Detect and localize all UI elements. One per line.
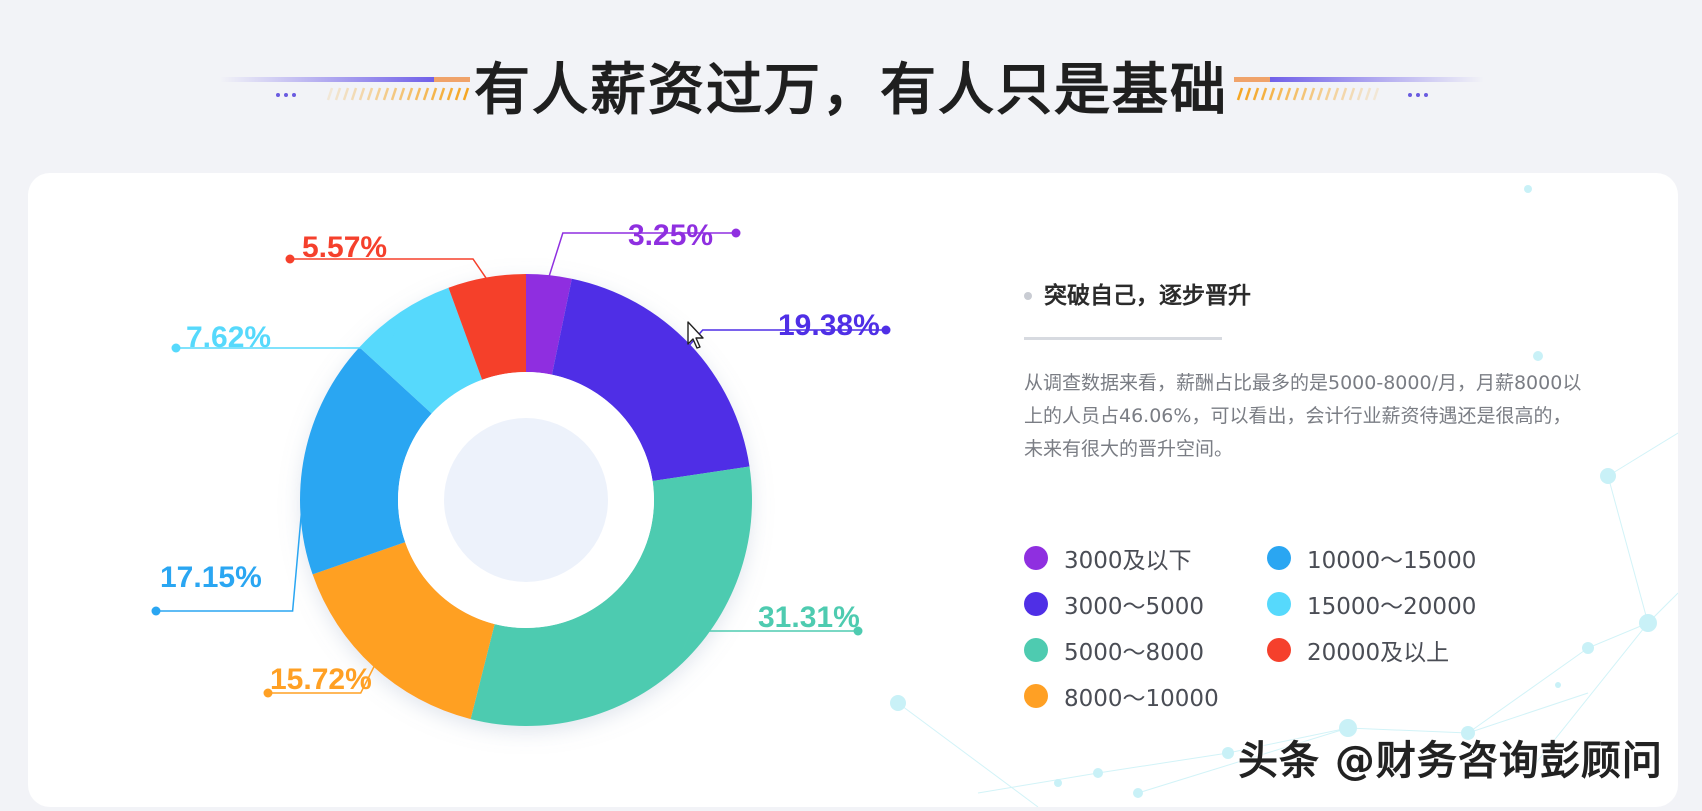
salary-donut-chart: 3.25% 19.38% 31.31% 15.72% 17.15% 7.62% 5.57% (151, 219, 891, 726)
legend-item: 3000～5000 (1024, 587, 1204, 621)
legend-item: 8000～10000 (1024, 679, 1219, 713)
leader-dot-6 (171, 343, 181, 353)
data-label-7: 5.57% (302, 231, 387, 264)
leader-line-3 (675, 630, 858, 667)
legend-swatch (1024, 638, 1048, 662)
legend-item: 20000及以上 (1267, 633, 1449, 667)
legend-swatch (1267, 638, 1291, 662)
donut-slice-5 (299, 347, 432, 575)
leader-dot-7 (285, 254, 295, 264)
data-label-1: 3.25% (628, 219, 713, 252)
heading-divider (1024, 337, 1222, 340)
network-decoration (890, 185, 1678, 807)
legend-label: 8000～10000 (1064, 686, 1219, 712)
data-label-3: 31.31% (758, 601, 860, 634)
leader-line-6 (176, 313, 403, 349)
donut-slice-2 (551, 278, 750, 482)
legend-item: 10000～15000 (1267, 541, 1476, 575)
legend-item: 5000～8000 (1024, 633, 1204, 667)
legend-label: 3000～5000 (1064, 594, 1205, 620)
legend-swatch (1267, 592, 1291, 616)
leader-line-4 (268, 664, 376, 694)
legend-swatch (1024, 592, 1048, 616)
donut-slice-7 (448, 274, 526, 380)
legend-label: 20000及以上 (1307, 640, 1450, 666)
heading-bullet (1024, 292, 1032, 300)
title-left-ornament (220, 77, 470, 101)
legend-label: 15000～20000 (1307, 594, 1477, 620)
data-label-6: 7.62% (186, 321, 271, 354)
legend-item: 3000及以下 (1024, 541, 1192, 575)
leader-dot-5 (151, 606, 161, 616)
donut-center-disc (444, 418, 608, 582)
data-label-5: 17.15% (160, 561, 262, 594)
title-right-ornament (1234, 77, 1484, 101)
legend-swatch (1024, 546, 1048, 570)
leader-line-1 (548, 232, 736, 278)
data-label-2: 19.38% (778, 309, 880, 342)
panel-heading: 突破自己，逐步晋升 (1044, 283, 1251, 309)
legend-label: 10000～15000 (1307, 548, 1477, 574)
donut-slice-6 (359, 287, 483, 414)
legend-swatch (1267, 546, 1291, 570)
leader-dot-4 (263, 688, 273, 698)
legend-label: 5000～8000 (1064, 640, 1205, 666)
legend-item: 15000～20000 (1267, 587, 1476, 621)
donut-slices (299, 274, 752, 726)
panel-description: 从调查数据来看，薪酬占比最多的是5000-8000/月，月薪8000以上的人员占… (1024, 372, 1582, 460)
legend-swatch (1024, 684, 1048, 708)
donut-slice-3 (470, 466, 752, 726)
leader-line-5 (156, 454, 308, 612)
leader-dot-2 (881, 325, 891, 335)
donut-slice-4 (312, 542, 495, 720)
chart-card: 3.25% 19.38% 31.31% 15.72% 17.15% 7.62% 5.57% … (28, 173, 1678, 807)
leader-line-7 (290, 258, 488, 280)
donut-slice-1 (526, 274, 572, 375)
data-label-4: 15.72% (270, 663, 372, 696)
page-title: 有人薪资过万，有人只是基础 (474, 58, 1228, 123)
watermark: 头条 @财务咨询彭顾问 (1238, 738, 1663, 784)
leader-dot-1 (731, 228, 741, 238)
legend-label: 3000及以下 (1064, 548, 1192, 574)
mouse-cursor-icon (687, 321, 704, 349)
leader-dot-3 (853, 626, 863, 636)
